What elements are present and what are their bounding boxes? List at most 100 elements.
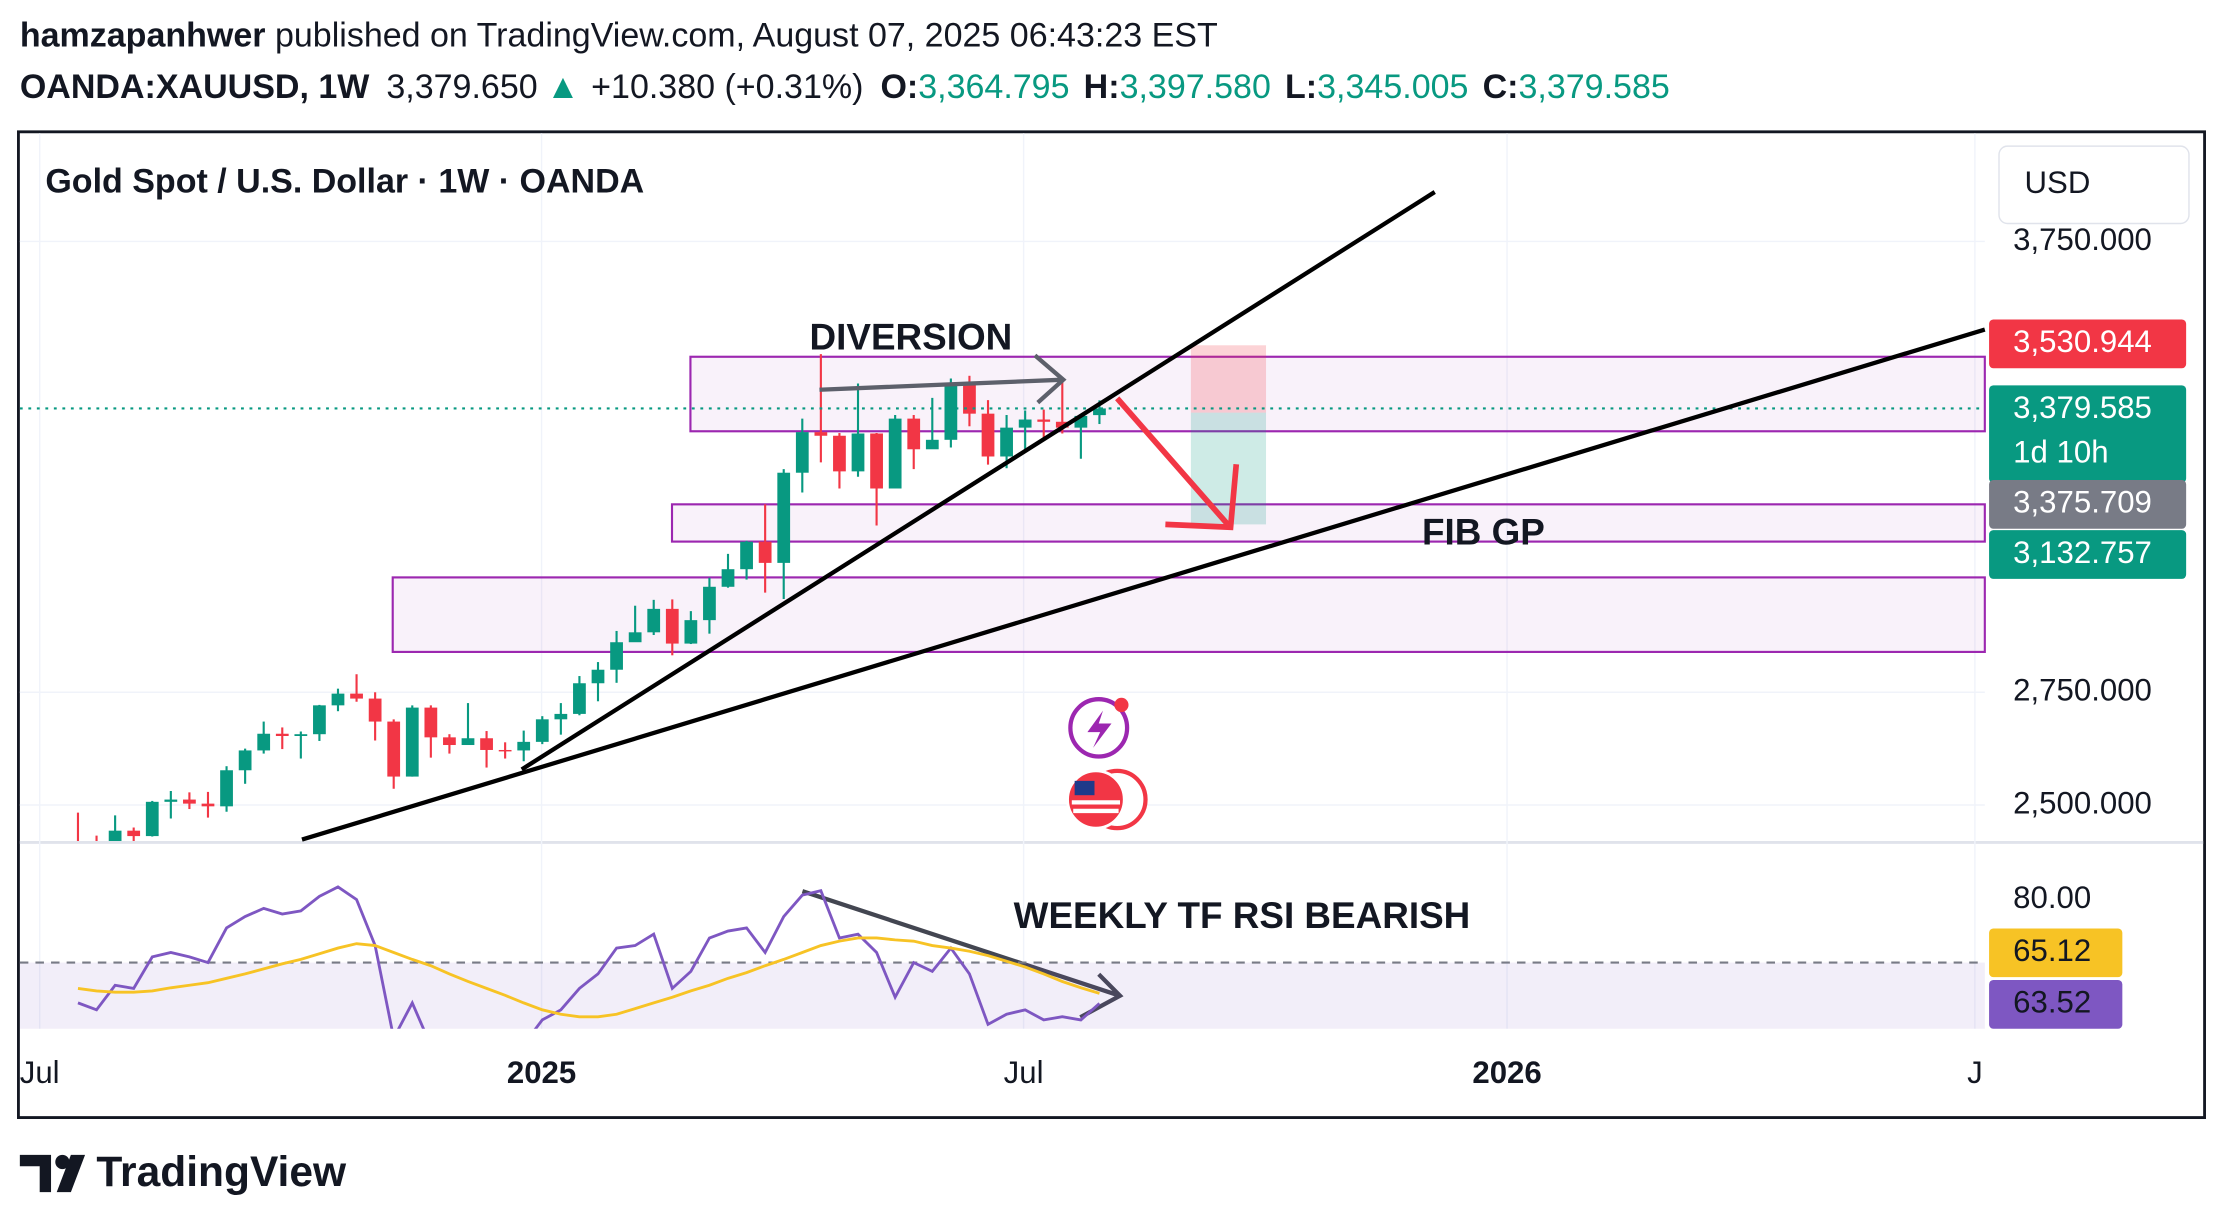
x-tick-label: J (1967, 1055, 1983, 1090)
flag-stripes (1071, 800, 1121, 814)
rsi-value-tag (1989, 928, 2123, 978)
candle-body (405, 707, 419, 777)
candle-body (127, 830, 141, 837)
candle-body (944, 384, 958, 440)
rsi-value-tag (1989, 980, 2123, 1029)
notification-dot (1114, 697, 1129, 713)
trend-line (301, 327, 1986, 842)
candle-body (480, 738, 493, 750)
candle-body (1000, 427, 1013, 457)
x-tick-label: 2026 (1472, 1055, 1541, 1090)
chart-title: Gold Spot / U.S. Dollar · 1W · OANDA (45, 162, 644, 200)
rsi-lines (77, 885, 1101, 1029)
reward-box (1190, 412, 1267, 525)
rsi-value-label: 63.52 (2013, 985, 2091, 1020)
low: 3,345.005 (1317, 68, 1468, 106)
candle-body (1018, 419, 1032, 428)
countdown: 1d 10h (2013, 434, 2108, 469)
y-tick-label: 2,750.000 (2013, 672, 2152, 707)
price-tag (1989, 319, 2187, 369)
x-tick-label: Jul (1004, 1055, 1044, 1090)
down-arrow (1115, 396, 1240, 531)
candle-body (313, 705, 326, 735)
flag-icon[interactable] (1066, 769, 1126, 830)
rsi-tick-label: 80.00 (2013, 880, 2091, 915)
candle-body (145, 801, 159, 837)
annotation: WEEKLY TF RSI BEARISH (1014, 894, 1471, 936)
x-tick-label: 2025 (507, 1055, 576, 1090)
candle-body (443, 737, 456, 746)
y-tick-label: 2,500.000 (2013, 785, 2152, 820)
currency-button[interactable] (1998, 145, 2190, 225)
candle-body (350, 693, 363, 699)
risk-box (1190, 345, 1267, 413)
candle-body (183, 799, 196, 804)
candle-body (665, 608, 679, 644)
author: hamzapanhwer (20, 16, 266, 54)
currency: USD (2025, 165, 2091, 200)
candle-body (963, 384, 976, 414)
candle-body (535, 719, 549, 742)
rsi-line (77, 936, 1100, 1019)
symbol-line: OANDA:XAUUSD, 1W 3,379.650 ▲ +10.380 (+0.31… (20, 68, 1670, 106)
price-tag-label: 3,379.585 (2013, 390, 2152, 425)
low-label: L: (1285, 68, 1317, 106)
candle-body (833, 435, 846, 472)
candle-body (628, 632, 642, 643)
high-label: H: (1084, 68, 1120, 106)
candle-body (888, 418, 902, 489)
candle-body (870, 433, 883, 489)
flag-canton (1074, 780, 1095, 796)
rsi-band (19, 962, 1985, 1029)
candle-body (554, 713, 568, 720)
candle-body (257, 733, 271, 751)
published: published on TradingView.com, August 07,… (275, 16, 1218, 54)
lightning (1087, 710, 1112, 748)
logo-text: TradingView (96, 1148, 346, 1196)
candle-body (461, 738, 475, 746)
candle-body (108, 830, 122, 842)
up-arrow: ▲ (546, 68, 580, 106)
annotation: DIVERSION (810, 315, 1013, 357)
x-tick-label: Jul (20, 1055, 60, 1090)
zone (670, 503, 1986, 543)
candle-body (777, 472, 791, 563)
candle-body (758, 541, 772, 563)
price-tag-label: 3,530.944 (2013, 324, 2152, 359)
zones (391, 345, 1986, 653)
candle-body (517, 741, 531, 751)
candle-body (275, 733, 289, 737)
logo-mark (19, 1154, 86, 1193)
candle-body (795, 432, 809, 473)
candle-body (684, 620, 698, 644)
high: 3,397.580 (1120, 68, 1271, 106)
candle-body (573, 683, 586, 714)
price-tag-label: 3,375.709 (2013, 485, 2152, 520)
price-tag (1989, 479, 2187, 529)
rsi-value-label: 65.12 (2013, 933, 2091, 968)
axes: 2,500.000 2,750.000 3,750.000 Jul 2025 Jul 202… (20, 222, 2152, 1090)
rsi-pane: 80.00 65.12 63.52 (19, 880, 2123, 1029)
candle-body (201, 803, 215, 807)
open: 3,364.795 (918, 68, 1069, 106)
candle-body (387, 721, 401, 777)
candle-body (703, 586, 716, 621)
zone (689, 355, 1986, 433)
candle-body (220, 770, 233, 807)
candle-body (331, 693, 345, 706)
symbol: OANDA:XAUUSD, 1W (20, 68, 370, 106)
price-tag (1989, 385, 2187, 483)
candle-body (368, 698, 382, 722)
change: +10.380 (+0.31%) (591, 68, 863, 106)
header-line: hamzapanhwer published on TradingView.co… (20, 16, 1218, 54)
candle-body (907, 418, 921, 450)
grid (19, 133, 1985, 1029)
candle-body (424, 707, 438, 738)
candle-body (238, 750, 252, 771)
candle-body (1074, 415, 1088, 428)
candle-body (647, 608, 661, 633)
candle-body (1055, 421, 1069, 428)
logo-dot (55, 1154, 70, 1170)
open-label: O: (880, 68, 918, 106)
